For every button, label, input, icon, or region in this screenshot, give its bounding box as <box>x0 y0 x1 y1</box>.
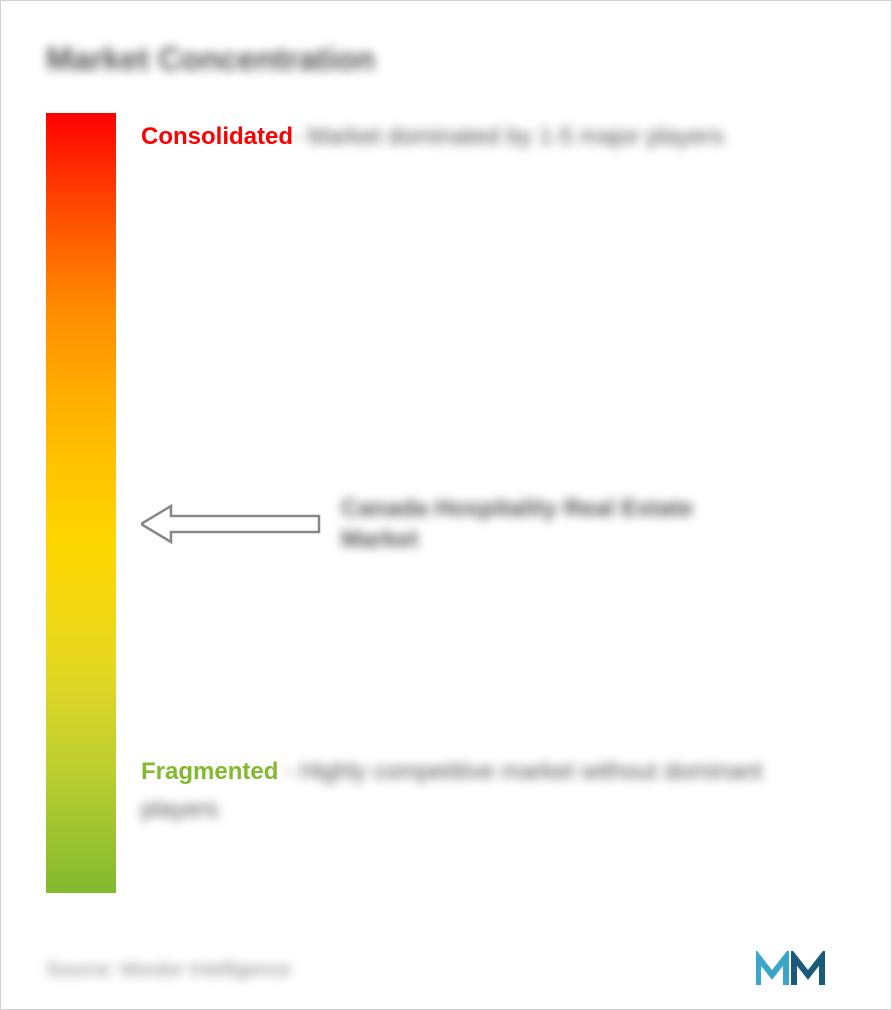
fragmented-label: Fragmented <box>141 758 278 785</box>
fragmented-block: Fragmented - Highly competitive market w… <box>141 753 826 830</box>
arrow-left-icon <box>141 502 321 546</box>
source-attribution: Source: Mordor Intelligence <box>46 959 291 982</box>
mordor-logo-icon <box>756 951 846 989</box>
consolidated-block: Consolidated- Market dominated by 1-5 ma… <box>141 118 826 156</box>
infographic-container: Market Concentration Consolidated- Marke… <box>0 0 892 1010</box>
footer: Source: Mordor Intelligence <box>46 941 846 989</box>
market-name-label: Canada Hospitality Real Estate Market <box>341 493 721 555</box>
content-column: Consolidated- Market dominated by 1-5 ma… <box>141 113 846 941</box>
page-title: Market Concentration <box>46 41 846 78</box>
consolidated-label: Consolidated <box>141 123 293 150</box>
market-indicator-block: Canada Hospitality Real Estate Market <box>141 493 721 555</box>
main-content: Consolidated- Market dominated by 1-5 ma… <box>46 113 846 941</box>
consolidated-description: - Market dominated by 1-5 major players <box>293 123 724 150</box>
concentration-gradient-bar <box>46 113 116 893</box>
